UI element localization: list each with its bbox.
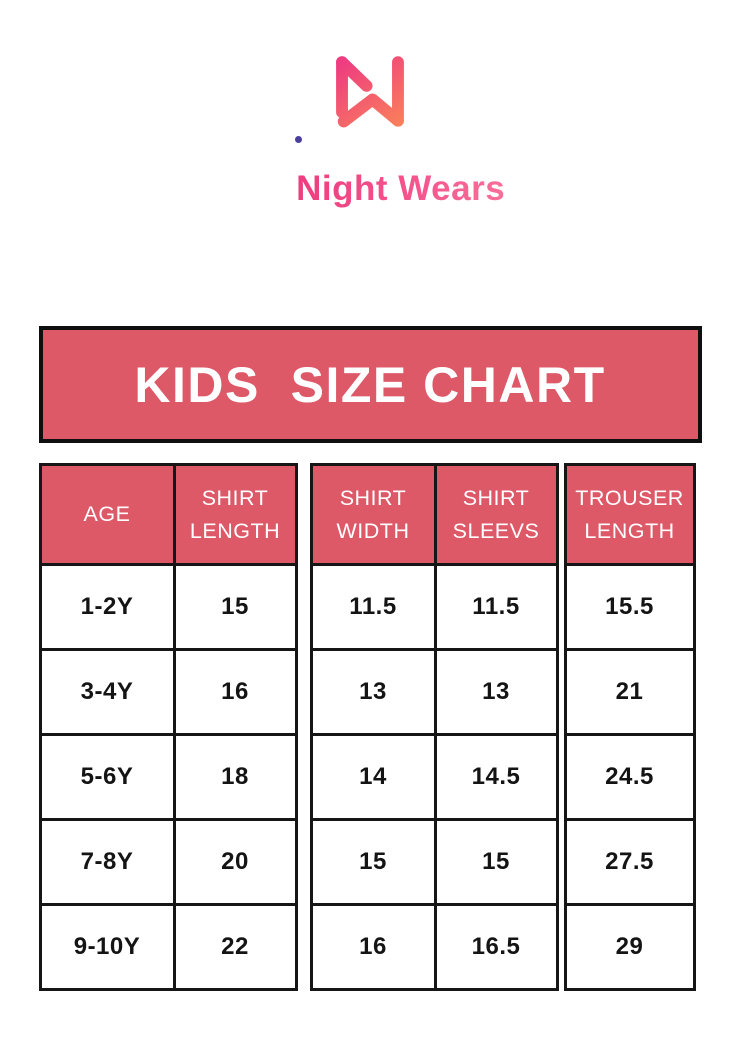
cell-shirt-width: 15 [309, 818, 437, 906]
table-row: 27.5 [563, 818, 696, 906]
table-row: 13 13 [309, 648, 559, 736]
cell-shirt-sleeves: 16.5 [433, 903, 559, 991]
table-row: 5-6Y 18 [38, 733, 298, 821]
header-row: AGE SHIRT LENGTH [38, 463, 298, 566]
cell-shirt-length: 16 [172, 648, 298, 736]
cell-shirt-length: 15 [172, 563, 298, 651]
header-row: SHIRT WIDTH SHIRT SLEEVS [309, 463, 559, 566]
table-row: 21 [563, 648, 696, 736]
table-row: 15 15 [309, 818, 559, 906]
table-row: 11.5 11.5 [309, 563, 559, 651]
brand-header: Night Wears [0, 0, 740, 284]
cell-age: 7-8Y [38, 818, 176, 906]
nw-monogram-icon [336, 56, 404, 128]
cell-shirt-width: 11.5 [309, 563, 437, 651]
brand-name: Night Wears [235, 132, 505, 284]
table-row: 29 [563, 903, 696, 991]
cell-age: 3-4Y [38, 648, 176, 736]
cell-shirt-width: 16 [309, 903, 437, 991]
brand-name-text: Night Wears [296, 169, 506, 208]
chart-title: KIDS SIZE CHART [134, 356, 606, 413]
cell-trouser-length: 24.5 [563, 733, 696, 821]
column-header-shirt-sleeves: SHIRT SLEEVS [433, 463, 559, 566]
table-row: 3-4Y 16 [38, 648, 298, 736]
cell-shirt-length: 22 [172, 903, 298, 991]
table-row: 16 16.5 [309, 903, 559, 991]
brand-i-dot-accent [294, 136, 302, 143]
table-row: 15.5 [563, 563, 696, 651]
cell-shirt-sleeves: 15 [433, 818, 559, 906]
size-table: AGE SHIRT LENGTH 1-2Y 15 3-4Y 16 5-6Y 18… [38, 463, 702, 991]
column-header-trouser-length: TROUSER LENGTH [563, 463, 696, 566]
cell-trouser-length: 21 [563, 648, 696, 736]
logo-chevron [337, 93, 404, 128]
cell-trouser-length: 15.5 [563, 563, 696, 651]
column-header-shirt-length: SHIRT LENGTH [172, 463, 298, 566]
cell-shirt-width: 14 [309, 733, 437, 821]
cell-shirt-sleeves: 11.5 [433, 563, 559, 651]
cell-shirt-width: 13 [309, 648, 437, 736]
table-row: 24.5 [563, 733, 696, 821]
table-row: 7-8Y 20 [38, 818, 298, 906]
header-row: TROUSER LENGTH [563, 463, 696, 566]
cell-shirt-sleeves: 14.5 [433, 733, 559, 821]
table-row: 14 14.5 [309, 733, 559, 821]
cell-shirt-length: 20 [172, 818, 298, 906]
cell-trouser-length: 29 [563, 903, 696, 991]
table-row: 1-2Y 15 [38, 563, 298, 651]
size-table-block-width-sleeves: SHIRT WIDTH SHIRT SLEEVS 11.5 11.5 13 13… [309, 463, 559, 991]
column-header-shirt-width: SHIRT WIDTH [309, 463, 437, 566]
logo-diagonal-stub [336, 56, 373, 92]
cell-age: 1-2Y [38, 563, 176, 651]
cell-age: 9-10Y [38, 903, 176, 991]
table-row: 9-10Y 22 [38, 903, 298, 991]
cell-trouser-length: 27.5 [563, 818, 696, 906]
cell-shirt-length: 18 [172, 733, 298, 821]
size-table-block-trouser: TROUSER LENGTH 15.5 21 24.5 27.5 29 [563, 463, 696, 991]
size-table-block-age-length: AGE SHIRT LENGTH 1-2Y 15 3-4Y 16 5-6Y 18… [38, 463, 298, 991]
cell-age: 5-6Y [38, 733, 176, 821]
chart-title-banner: KIDS SIZE CHART [38, 326, 702, 443]
column-header-age: AGE [38, 463, 176, 566]
cell-shirt-sleeves: 13 [433, 648, 559, 736]
